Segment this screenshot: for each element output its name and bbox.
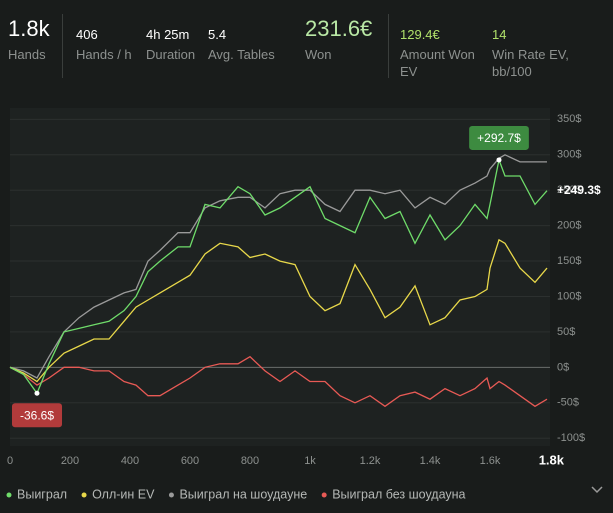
stat: 231.6€ Won [305, 14, 385, 63]
x-tick-label: 1.8k [539, 452, 565, 467]
badge-label: -36.6$ [20, 408, 54, 422]
stat-value: 1.8k [8, 16, 50, 41]
series-line [9, 355, 548, 408]
stat: 129.4€ Amount Won EV [400, 14, 485, 80]
legend-label[interactable]: Олл-ин EV [92, 487, 155, 501]
y-tick-label: -50$ [557, 397, 579, 409]
stat-label: Hands [8, 47, 46, 62]
value-badge: +292.7$ [469, 125, 529, 150]
x-tick-label: 600 [181, 455, 199, 467]
value-badge: -36.6$ [11, 403, 63, 428]
legend-dot [6, 492, 12, 498]
expand-icon[interactable] [591, 486, 603, 494]
plot-area [10, 108, 550, 446]
x-tick-label: 1.6k [480, 455, 501, 467]
stat: 14 Win Rate EV, bb/100 [492, 14, 592, 80]
stat: 1.8k Hands [8, 14, 68, 63]
badge-bg [11, 403, 63, 428]
y-tick-label: -100$ [557, 432, 585, 444]
series-line [9, 157, 548, 395]
y-tick-label: 100$ [557, 290, 581, 302]
x-tick-label: 400 [121, 455, 139, 467]
stat-value: 231.6€ [305, 16, 373, 41]
y-tick-label: 0$ [557, 361, 569, 373]
stat-label: Amount Won EV [400, 47, 475, 79]
legend-dot [321, 492, 327, 498]
x-tick-label: 1k [304, 455, 316, 467]
badge-label: +292.7$ [477, 131, 521, 145]
stat-value: 14 [492, 27, 507, 42]
x-tick-label: 1.4k [420, 455, 441, 467]
stat: 4h 25m Duration [146, 14, 206, 63]
stat-label: Win Rate EV, bb/100 [492, 47, 569, 79]
y-tick-label: 200$ [557, 220, 581, 232]
legend-dot [168, 492, 174, 498]
series-line [9, 238, 548, 383]
last-value-label: +249.3$ [557, 183, 601, 197]
x-tick-label: 0 [7, 455, 13, 467]
badge-bg [469, 125, 529, 150]
divider [62, 14, 63, 78]
legend-label[interactable]: Выиграл на шоудауне [179, 487, 307, 501]
point-marker [496, 157, 502, 163]
stat-label: Duration [146, 47, 196, 62]
stat-value: 129.4€ [400, 27, 440, 42]
x-tick-label: 800 [241, 455, 259, 467]
y-tick-label: 350$ [557, 113, 581, 125]
stat: 5.4 Avg. Tables [208, 14, 288, 63]
legend-dot [81, 492, 87, 498]
divider [388, 14, 389, 78]
legend-label[interactable]: Выиграл без шоудауна [332, 487, 465, 501]
stat-value: 406 [76, 27, 98, 42]
stat-label: Hands / h [76, 47, 132, 62]
y-tick-label: 250$ [557, 184, 581, 196]
series-line [9, 154, 547, 379]
stat-label: Won [305, 47, 332, 62]
stat: 406 Hands / h [76, 14, 142, 63]
stat-value: 5.4 [208, 27, 227, 42]
stat-label: Avg. Tables [208, 47, 275, 62]
stat-value: 4h 25m [146, 27, 190, 42]
x-tick-label: 200 [61, 455, 79, 467]
y-tick-label: 150$ [557, 255, 581, 267]
point-marker [34, 390, 40, 396]
y-tick-label: 50$ [557, 326, 575, 338]
x-tick-label: 1.2k [360, 455, 381, 467]
y-tick-label: 300$ [557, 149, 581, 161]
legend-label[interactable]: Выиграл [17, 487, 67, 501]
